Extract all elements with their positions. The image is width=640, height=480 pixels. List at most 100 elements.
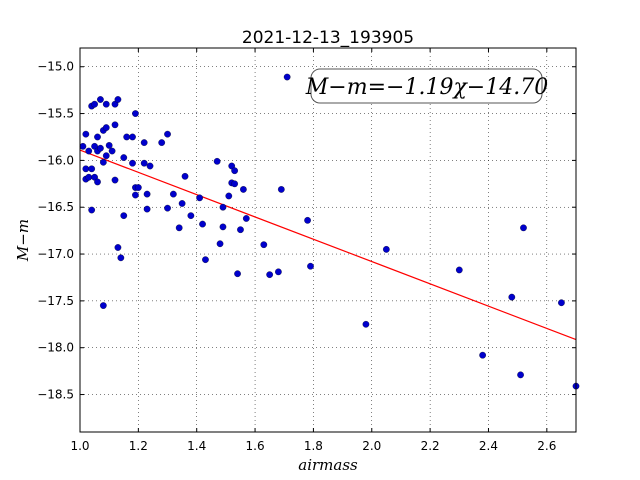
data-points bbox=[79, 73, 580, 390]
data-point bbox=[181, 172, 189, 180]
annotation-frame bbox=[310, 68, 543, 104]
data-point bbox=[140, 159, 148, 167]
data-point bbox=[362, 320, 370, 328]
data-point bbox=[143, 190, 151, 198]
chart-title: 2021-12-13_193905 bbox=[242, 28, 414, 48]
data-point bbox=[508, 293, 516, 301]
fit-line-group bbox=[79, 149, 577, 341]
data-point bbox=[111, 176, 119, 184]
data-point bbox=[91, 100, 98, 108]
x-tick-label: 1.2 bbox=[129, 439, 148, 453]
data-point bbox=[307, 262, 314, 270]
plot-frame bbox=[79, 47, 577, 433]
y-tick-label: −15.5 bbox=[37, 107, 74, 121]
data-point bbox=[304, 216, 311, 224]
data-point bbox=[105, 142, 113, 149]
data-point bbox=[99, 158, 107, 166]
data-point bbox=[231, 180, 238, 188]
fit-equation-label: M−m=−1.19χ−14.70 bbox=[305, 75, 548, 100]
x-tick-label: 1.4 bbox=[187, 439, 206, 453]
data-point bbox=[178, 200, 186, 207]
data-point bbox=[520, 224, 527, 232]
data-point bbox=[94, 178, 101, 186]
data-point bbox=[277, 186, 285, 193]
y-tick-label: −18.0 bbox=[37, 341, 74, 355]
data-point bbox=[82, 165, 90, 173]
data-point bbox=[102, 124, 110, 131]
data-point bbox=[202, 256, 209, 264]
data-point bbox=[237, 226, 244, 234]
data-point bbox=[85, 147, 93, 155]
axis-ticks bbox=[79, 48, 576, 432]
data-point bbox=[140, 139, 148, 146]
data-point bbox=[283, 73, 291, 81]
data-point bbox=[97, 96, 104, 103]
data-point bbox=[196, 194, 203, 202]
data-point bbox=[216, 240, 224, 248]
data-point bbox=[225, 192, 233, 200]
data-point bbox=[111, 121, 119, 129]
x-axis-label: airmass bbox=[298, 456, 358, 474]
data-point bbox=[79, 142, 87, 150]
data-point bbox=[213, 157, 221, 165]
data-point bbox=[143, 205, 151, 213]
data-point bbox=[170, 190, 177, 198]
data-point bbox=[120, 154, 128, 161]
data-point bbox=[82, 130, 90, 138]
data-point bbox=[129, 133, 136, 141]
data-point bbox=[219, 223, 227, 231]
data-point bbox=[187, 212, 195, 219]
x-axis-tick-labels: 1.0 1.2 1.4 1.6 1.8 2.0 2.2 2.4 2.6 bbox=[70, 439, 556, 453]
data-point bbox=[242, 215, 250, 222]
data-point bbox=[129, 159, 136, 167]
annotation-box: M−m=−1.19χ−14.70 bbox=[305, 68, 548, 104]
y-tick-label: −15.0 bbox=[37, 60, 74, 74]
data-point bbox=[164, 204, 171, 212]
data-point bbox=[266, 271, 273, 279]
data-point bbox=[234, 270, 241, 278]
data-point bbox=[102, 100, 110, 108]
y-tick-label: −16.0 bbox=[37, 153, 74, 167]
data-point bbox=[97, 144, 104, 152]
data-point bbox=[260, 241, 268, 249]
plot-background bbox=[80, 48, 576, 432]
data-point bbox=[558, 299, 565, 307]
data-point bbox=[219, 203, 227, 211]
data-point bbox=[117, 254, 125, 262]
y-tick-label: −17.0 bbox=[37, 247, 74, 261]
data-point bbox=[85, 173, 93, 181]
data-point bbox=[199, 220, 206, 228]
x-tick-label: 2.0 bbox=[362, 439, 381, 453]
data-point bbox=[231, 167, 238, 175]
y-axis-tick-labels: −15.0 −15.5 −16.0 −16.5 −17.0 −17.5 −18.0 −18.5 bbox=[37, 60, 74, 402]
fit-line bbox=[79, 149, 577, 341]
data-point bbox=[88, 206, 96, 214]
data-point bbox=[108, 147, 116, 155]
y-tick-label: −16.5 bbox=[37, 200, 74, 214]
y-tick-label: −18.5 bbox=[37, 388, 74, 402]
x-tick-label: 2.6 bbox=[537, 439, 556, 453]
x-tick-label: 1.6 bbox=[246, 439, 265, 453]
y-tick-label: −17.5 bbox=[37, 294, 74, 308]
data-point bbox=[240, 186, 247, 193]
x-tick-label: 2.2 bbox=[421, 439, 440, 453]
data-point bbox=[135, 184, 142, 191]
y-axis-label: M−m bbox=[14, 219, 32, 262]
data-point bbox=[517, 371, 524, 379]
data-point bbox=[175, 224, 183, 232]
data-point bbox=[99, 302, 107, 309]
x-tick-label: 1.8 bbox=[304, 439, 323, 453]
plot-area bbox=[79, 47, 580, 433]
data-point bbox=[164, 130, 171, 138]
data-point bbox=[455, 266, 463, 274]
data-point bbox=[120, 212, 128, 219]
data-point bbox=[158, 139, 166, 146]
x-tick-label: 2.4 bbox=[479, 439, 498, 453]
data-point bbox=[383, 246, 390, 253]
data-point bbox=[146, 162, 154, 170]
data-point bbox=[114, 244, 122, 251]
data-point bbox=[132, 191, 139, 199]
data-point bbox=[132, 110, 139, 117]
grid bbox=[79, 48, 576, 432]
